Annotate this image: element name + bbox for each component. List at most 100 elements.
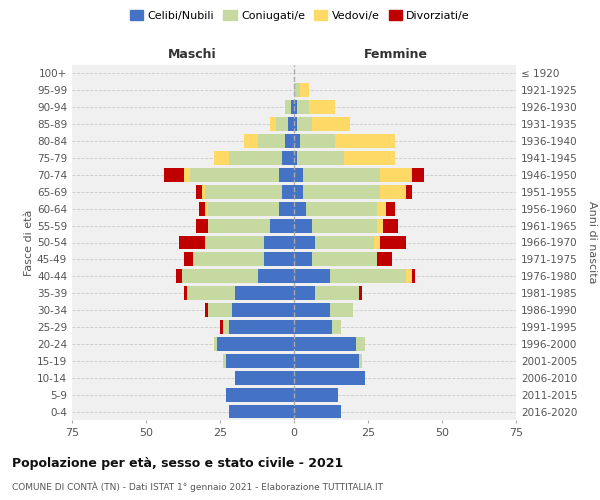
Bar (294, 286, 315, 300)
Bar (377, 218, 383, 232)
Bar (406, 185, 412, 198)
Bar (312, 218, 377, 232)
Bar (344, 151, 395, 165)
Bar (406, 270, 412, 283)
Bar (294, 202, 306, 215)
Bar (294, 134, 300, 148)
Bar (329, 303, 353, 317)
Bar (300, 84, 309, 98)
Bar (312, 117, 350, 131)
Bar (229, 404, 294, 418)
Bar (294, 218, 312, 232)
Text: Femmine: Femmine (364, 48, 428, 62)
Bar (205, 185, 282, 198)
Bar (223, 320, 229, 334)
Bar (329, 270, 406, 283)
Bar (309, 100, 335, 114)
Bar (259, 134, 285, 148)
Bar (285, 100, 291, 114)
Bar (359, 354, 362, 368)
Bar (271, 218, 294, 232)
Bar (285, 134, 294, 148)
Bar (332, 320, 341, 334)
Bar (223, 354, 226, 368)
Bar (235, 286, 294, 300)
Bar (294, 354, 359, 368)
Bar (297, 151, 344, 165)
Bar (294, 320, 332, 334)
Bar (380, 185, 406, 198)
Bar (377, 202, 386, 215)
Bar (265, 252, 294, 266)
Bar (184, 286, 187, 300)
Bar (291, 100, 294, 114)
Bar (271, 117, 276, 131)
Bar (229, 320, 294, 334)
Bar (294, 84, 300, 98)
Bar (303, 168, 380, 182)
Bar (193, 252, 265, 266)
Legend: Celibi/Nubili, Coniugati/e, Vedovi/e, Divorziati/e: Celibi/Nubili, Coniugati/e, Vedovi/e, Di… (125, 6, 475, 25)
Bar (187, 286, 235, 300)
Bar (294, 236, 315, 250)
Bar (282, 151, 294, 165)
Bar (176, 270, 182, 283)
Bar (279, 168, 294, 182)
Bar (205, 236, 265, 250)
Bar (294, 404, 341, 418)
Bar (232, 303, 294, 317)
Bar (208, 218, 271, 232)
Bar (244, 134, 259, 148)
Bar (282, 185, 294, 198)
Bar (265, 236, 294, 250)
Bar (374, 236, 380, 250)
Bar (226, 354, 294, 368)
Bar (297, 100, 309, 114)
Bar (412, 270, 415, 283)
Bar (202, 185, 205, 198)
Bar (300, 134, 335, 148)
Bar (294, 270, 329, 283)
Bar (182, 270, 259, 283)
Bar (196, 218, 208, 232)
Bar (294, 151, 297, 165)
Bar (259, 270, 294, 283)
Bar (312, 252, 377, 266)
Bar (279, 202, 294, 215)
Bar (294, 117, 297, 131)
Bar (294, 100, 297, 114)
Bar (294, 185, 303, 198)
Bar (208, 303, 232, 317)
Bar (205, 303, 208, 317)
Bar (220, 320, 223, 334)
Bar (303, 185, 380, 198)
Bar (205, 202, 208, 215)
Bar (315, 286, 359, 300)
Bar (383, 218, 398, 232)
Bar (196, 185, 202, 198)
Bar (294, 252, 312, 266)
Bar (359, 286, 362, 300)
Bar (199, 202, 205, 215)
Bar (217, 337, 294, 351)
Bar (214, 151, 229, 165)
Bar (235, 371, 294, 384)
Text: Maschi: Maschi (167, 48, 216, 62)
Bar (184, 168, 190, 182)
Bar (294, 388, 338, 402)
Bar (294, 303, 329, 317)
Y-axis label: Anni di nascita: Anni di nascita (587, 201, 597, 284)
Bar (229, 151, 282, 165)
Bar (190, 168, 279, 182)
Bar (297, 117, 312, 131)
Bar (164, 168, 184, 182)
Text: COMUNE DI CONTÀ (TN) - Dati ISTAT 1° gennaio 2021 - Elaborazione TUTTITALIA.IT: COMUNE DI CONTÀ (TN) - Dati ISTAT 1° gen… (12, 481, 383, 492)
Bar (226, 388, 294, 402)
Text: Popolazione per età, sesso e stato civile - 2021: Popolazione per età, sesso e stato civil… (12, 458, 343, 470)
Bar (356, 337, 365, 351)
Bar (214, 337, 217, 351)
Bar (380, 236, 406, 250)
Bar (294, 168, 303, 182)
Bar (377, 252, 392, 266)
Bar (276, 117, 288, 131)
